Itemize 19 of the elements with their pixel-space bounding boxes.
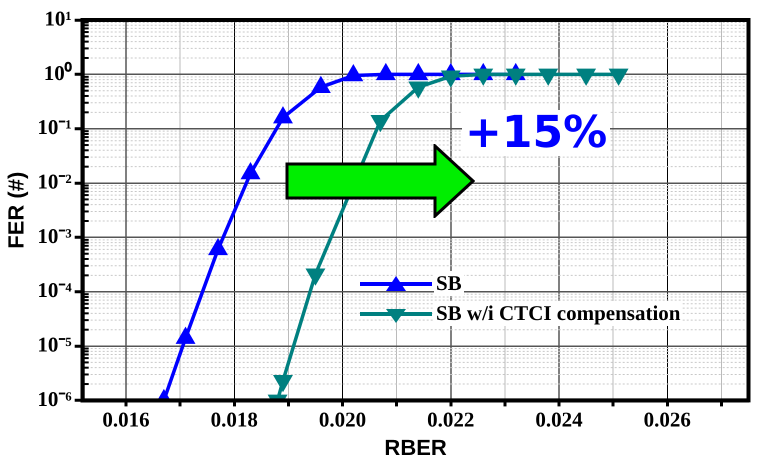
x-tick-label: 0.026 <box>644 407 691 432</box>
legend-label: SB <box>434 270 464 296</box>
x-tick-label: 0.018 <box>210 407 258 432</box>
y-tick-label: 10⁰ <box>44 60 73 85</box>
y-tick-label: 10⁻² <box>37 169 72 194</box>
y-tick-label: 10⁻⁴ <box>37 278 72 302</box>
y-tick-label: 10⁻⁵ <box>37 332 72 356</box>
y-axis-title: FER (#) <box>3 172 28 249</box>
y-tick-label: 10⁻³ <box>37 224 72 248</box>
x-tick-label: 0.016 <box>102 407 150 432</box>
legend-label: SB w/i CTCI compensation <box>434 300 682 326</box>
x-tick-label: 0.024 <box>535 407 584 432</box>
y-tick-label: 10⁻⁶ <box>37 386 72 411</box>
x-tick-label: 0.020 <box>318 407 366 432</box>
x-tick-label: 0.022 <box>427 407 474 432</box>
y-tick-label: 10⁻¹ <box>37 115 72 140</box>
y-tick-label: 10¹ <box>44 6 72 30</box>
x-axis-title: RBER <box>384 434 447 460</box>
annotation: +15% <box>462 107 610 158</box>
